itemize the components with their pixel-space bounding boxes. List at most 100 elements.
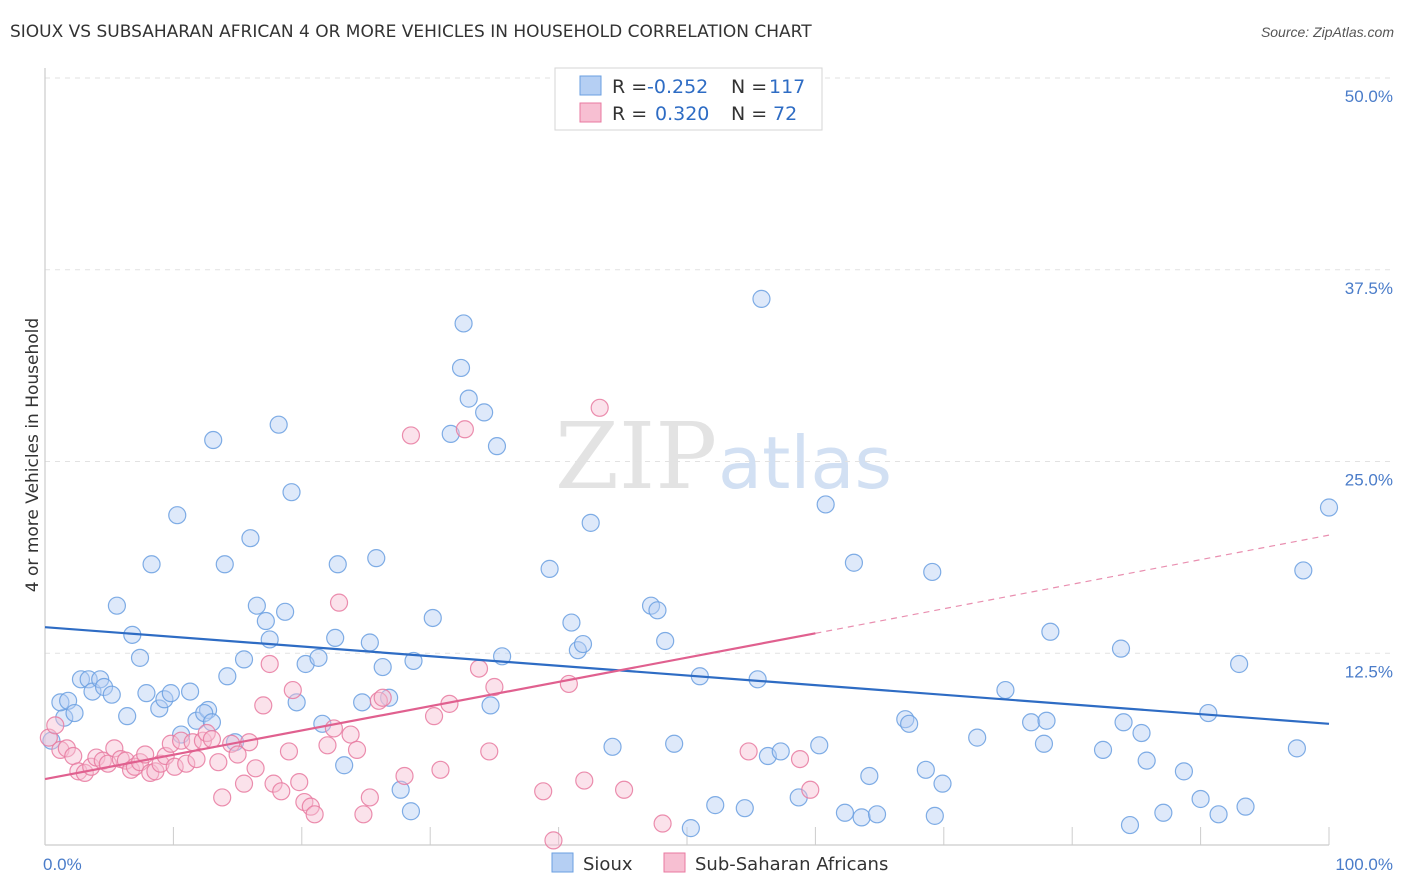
point-sioux-36 [269,415,288,434]
tick-labels: 12.5% 25.0% 37.5% 50.0% 0.0% 100.0% [43,87,1393,874]
point-sioux-92 [923,562,942,582]
point-sioux-27 [204,430,223,450]
trend-line-ssa-extrapolated [815,534,1330,634]
point-sioux-105 [1132,723,1151,743]
point-sioux-25 [195,703,214,723]
point-ssa-47 [305,805,324,824]
trend-lines [44,534,1330,781]
point-sioux-17 [150,699,169,718]
point-ssa-53 [354,805,373,824]
point-ssa-43 [283,680,302,700]
point-sioux-33 [247,596,266,615]
point-ssa-73 [739,742,758,761]
point-sioux-98 [1034,734,1054,753]
point-sioux-90 [900,714,919,733]
point-sioux-103 [1114,713,1133,732]
bottom-legend-swatch-ssa [663,852,686,873]
point-sioux-70 [648,601,667,620]
correlation-legend: R = -0.252 N = 117 R = 0.320 N = 72 [554,67,823,131]
point-sioux-66 [573,634,593,654]
point-ssa-4 [64,746,83,766]
point-sioux-15 [137,684,156,703]
point-ssa-70 [590,398,609,417]
point-sioux-110 [1199,703,1218,723]
point-ssa-35 [234,774,254,793]
point-sioux-113 [1236,797,1255,816]
legend-n-label-sioux: N = [731,76,767,98]
point-sioux-87 [860,766,879,786]
point-sioux-61 [487,437,507,456]
legend-r-label-sioux: R = [612,76,647,98]
point-sioux-71 [656,631,675,651]
point-ssa-32 [213,788,232,807]
point-sioux-23 [187,711,206,730]
point-sioux-102 [1111,639,1131,658]
point-ssa-75 [790,749,810,769]
point-sioux-58 [459,389,478,408]
point-sioux-50 [380,688,399,707]
point-sioux-53 [404,651,423,671]
point-sioux-16 [142,555,161,574]
point-sioux-64 [562,613,581,632]
point-ssa-57 [395,766,414,786]
point-sioux-78 [752,289,771,308]
x-tick-label-0: 0.0% [43,855,82,874]
bottom-legend-swatch-sioux [551,852,574,873]
point-sioux-37 [276,602,295,621]
point-sioux-44 [328,555,347,574]
y-tick-label-0: 12.5% [1345,662,1393,681]
point-ssa-24 [172,731,191,750]
point-sioux-54 [423,608,442,628]
point-sioux-101 [1093,740,1113,759]
point-sioux-97 [1022,713,1041,732]
point-sioux-43 [326,628,345,648]
point-ssa-41 [272,782,291,801]
point-ssa-40 [264,774,283,793]
chart-title: SIOUX VS SUBSAHARAN AFRICAN 4 OR MORE VE… [10,22,812,42]
y-tick-label-2: 37.5% [1345,279,1393,298]
point-sioux-63 [540,559,559,578]
point-ssa-72 [653,814,672,833]
point-sioux-68 [603,737,622,756]
point-ssa-59 [424,707,444,726]
point-sioux-20 [168,506,187,525]
point-ssa-64 [480,742,499,761]
point-ssa-71 [614,780,634,799]
point-sioux-99 [1037,711,1056,730]
point-sioux-67 [581,513,600,532]
point-sioux-12 [118,707,137,726]
y-axis-label: 4 or more Vehicles in Household [23,318,43,592]
point-sioux-59 [475,403,494,422]
point-sioux-76 [735,799,754,818]
point-ssa-60 [431,760,450,779]
point-sioux-29 [218,667,237,686]
y-tick-label-1: 25.0% [1345,471,1393,490]
point-sioux-94 [933,774,952,793]
point-ssa-76 [801,780,820,799]
source-note: Source: ZipAtlas.com [1260,24,1394,40]
legend-n-value-sioux: 117 [769,76,805,98]
point-sioux-4 [65,703,84,723]
point-ssa-50 [329,593,349,612]
point-sioux-82 [810,736,829,755]
point-sioux-34 [256,611,275,631]
point-sioux-49 [373,657,392,677]
point-sioux-11 [107,596,127,615]
point-sioux-19 [161,684,180,703]
point-sioux-91 [916,760,935,779]
point-sioux-111 [1209,805,1228,824]
point-ssa-65 [485,677,504,697]
point-ssa-48 [318,736,337,755]
legend-swatch-ssa [579,102,602,123]
point-sioux-9 [94,677,114,697]
point-sioux-48 [367,549,386,568]
watermark-atlas: atlas [718,421,892,505]
point-ssa-23 [165,757,184,776]
legend-r-value-sioux: -0.252 [647,76,708,98]
point-sioux-46 [353,693,372,712]
point-sioux-45 [335,756,354,775]
point-ssa-54 [360,788,379,807]
point-ssa-34 [228,745,247,764]
point-ssa-62 [455,420,474,439]
point-sioux-83 [816,495,835,514]
